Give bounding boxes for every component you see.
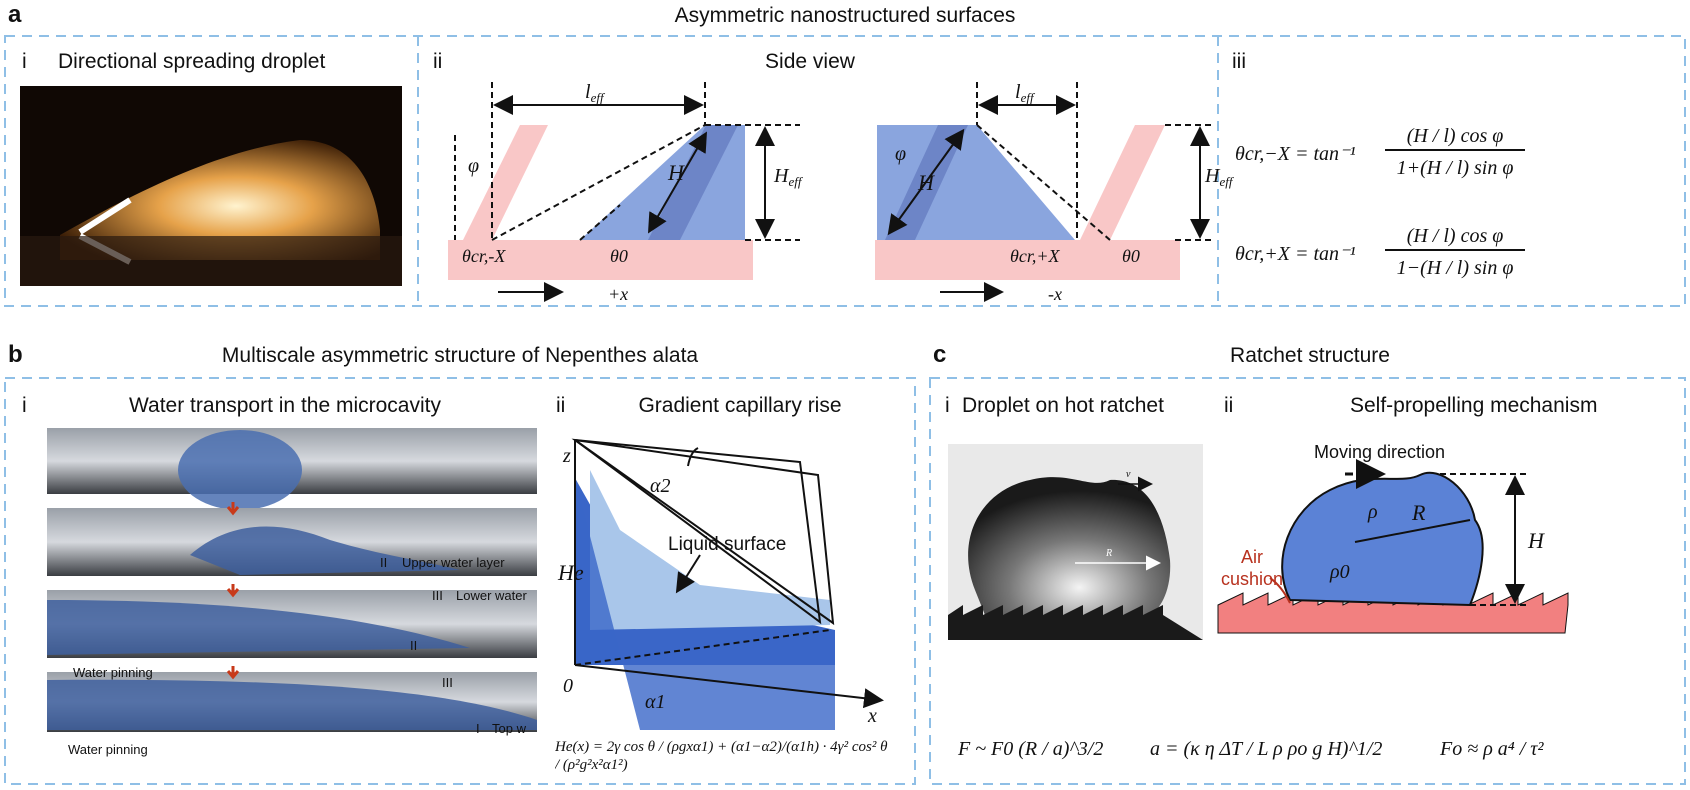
self-propelling-diagram	[1217, 459, 1569, 634]
annotation-II-2: II	[410, 638, 417, 653]
moving-direction-label: Moving direction	[1314, 442, 1445, 462]
svg-text:(H / l) cos φ: (H / l) cos φ	[1407, 225, 1504, 247]
cushion-label: cushion	[1221, 569, 1283, 589]
panel-a-title: Asymmetric nanostructured surfaces	[675, 4, 1016, 27]
theta0-label-right: θ0	[1122, 246, 1140, 266]
theta-cr-plus-label: θcr,+X	[1010, 246, 1060, 266]
droplet-photo	[20, 86, 402, 286]
dir-plus-label: +x	[608, 284, 628, 304]
H-label: H	[667, 160, 685, 185]
panel-b-label: b	[8, 341, 23, 368]
panel-c-title: Ratchet structure	[1230, 344, 1390, 367]
c-ii-title: Self-propelling mechanism	[1350, 394, 1597, 417]
panel-a-box	[4, 35, 1686, 307]
alpha2-label: α2	[650, 475, 671, 497]
critical-angle-equation-plus: θcr,+X = tan⁻¹ (H / l) cos φ 1−(H / l) s…	[1235, 225, 1525, 279]
svg-text:1−(H / l) sin φ: 1−(H / l) sin φ	[1397, 257, 1514, 279]
panel-b-title: Multiscale asymmetric structure of Nepen…	[222, 344, 699, 367]
alpha1-label: α1	[645, 691, 666, 713]
annotation-I: I	[476, 721, 480, 736]
dir-minus-label: -x	[1048, 284, 1062, 304]
panel-c-label: c	[933, 341, 946, 368]
b-i-title: Water transport in the microcavity	[129, 394, 441, 417]
leff-label: leff	[585, 81, 606, 105]
hot-ratchet-photo	[948, 444, 1203, 640]
capillary-rise-equation: He(x) = 2γ cos θ / (ρgxα1) + (α1−α2)/(α1…	[555, 739, 888, 773]
svg-text:1+(H / l) sin φ: 1+(H / l) sin φ	[1397, 157, 1514, 179]
rho0-label: ρ0	[1329, 561, 1350, 583]
annotation-III-2: III	[442, 675, 453, 690]
air-label: Air	[1241, 547, 1263, 567]
z-axis-label: z	[562, 445, 571, 467]
velocity-label: v	[1126, 469, 1131, 480]
capillary-rise-diagram	[571, 438, 884, 730]
phi-label-right: φ	[895, 143, 906, 165]
x-axis-label: x	[867, 705, 877, 727]
heff-label-right: Heff	[1204, 165, 1235, 189]
capillary-rise-equation-wrapper: He(x) = 2γ cos θ / (ρgxα1) + (α1−α2)/(α1…	[555, 739, 888, 773]
annotation-III: III	[432, 588, 443, 603]
leff-label-right: leff	[1015, 81, 1036, 105]
H-label-right: H	[917, 170, 935, 195]
fo-equation: Fo ≈ ρ a⁴ / τ²	[1439, 738, 1544, 760]
svg-text:(H / l) cos φ: (H / l) cos φ	[1407, 125, 1504, 147]
b-ii-title: Gradient capillary rise	[638, 394, 841, 417]
annotation-top-water: Top w	[492, 721, 527, 736]
side-view-diagram-right	[875, 82, 1215, 302]
rho-label: ρ	[1367, 501, 1378, 523]
critical-angle-equation-minus: θcr,−X = tan⁻¹ (H / l) cos φ 1+(H / l) s…	[1235, 125, 1525, 179]
b-ii-num: ii	[556, 394, 565, 417]
radius-label: R	[1411, 500, 1426, 525]
a-i-num: i	[22, 50, 27, 73]
c-ii-num: ii	[1224, 394, 1233, 417]
origin-label: 0	[563, 675, 573, 697]
annotation-II: II	[380, 555, 387, 570]
b-i-num: i	[22, 394, 27, 417]
a-ii-title: Side view	[765, 50, 856, 73]
theta-cr-minus-label: θcr,-X	[462, 246, 506, 266]
a-i-title: Directional spreading droplet	[58, 50, 325, 73]
a-iii-num: iii	[1232, 50, 1246, 73]
annotation-water-pinning-2: Water pinning	[68, 742, 148, 757]
heff-label: Heff	[773, 165, 804, 189]
svg-text:θcr,−X = tan⁻¹: θcr,−X = tan⁻¹	[1235, 143, 1356, 165]
annotation-upper-water: Upper water layer	[402, 555, 505, 570]
panel-a-label: a	[8, 1, 22, 28]
a-ii-num: ii	[433, 50, 442, 73]
a-equation: a = (κ η ΔT / L ρ ρo g H)^1/2	[1150, 738, 1382, 760]
microcavity-renderings	[47, 428, 537, 732]
height-label: H	[1527, 528, 1545, 553]
He-label: He	[557, 560, 584, 585]
radius-label-photo: R	[1105, 548, 1112, 559]
svg-text:θcr,+X = tan⁻¹: θcr,+X = tan⁻¹	[1235, 243, 1356, 265]
theta0-label: θ0	[610, 246, 628, 266]
side-view-diagram-left	[448, 82, 800, 302]
c-i-num: i	[945, 394, 950, 417]
annotation-water-pinning: Water pinning	[73, 665, 153, 680]
panel-c-box	[929, 377, 1686, 785]
annotation-lower-water: Lower water	[456, 588, 527, 603]
force-equation: F ~ F0 (R / a)^3/2	[957, 738, 1103, 760]
c-i-title: Droplet on hot ratchet	[962, 394, 1164, 417]
panel-b-box	[4, 377, 916, 785]
phi-label: φ	[468, 155, 479, 177]
liquid-surface-label: Liquid surface	[668, 534, 786, 555]
